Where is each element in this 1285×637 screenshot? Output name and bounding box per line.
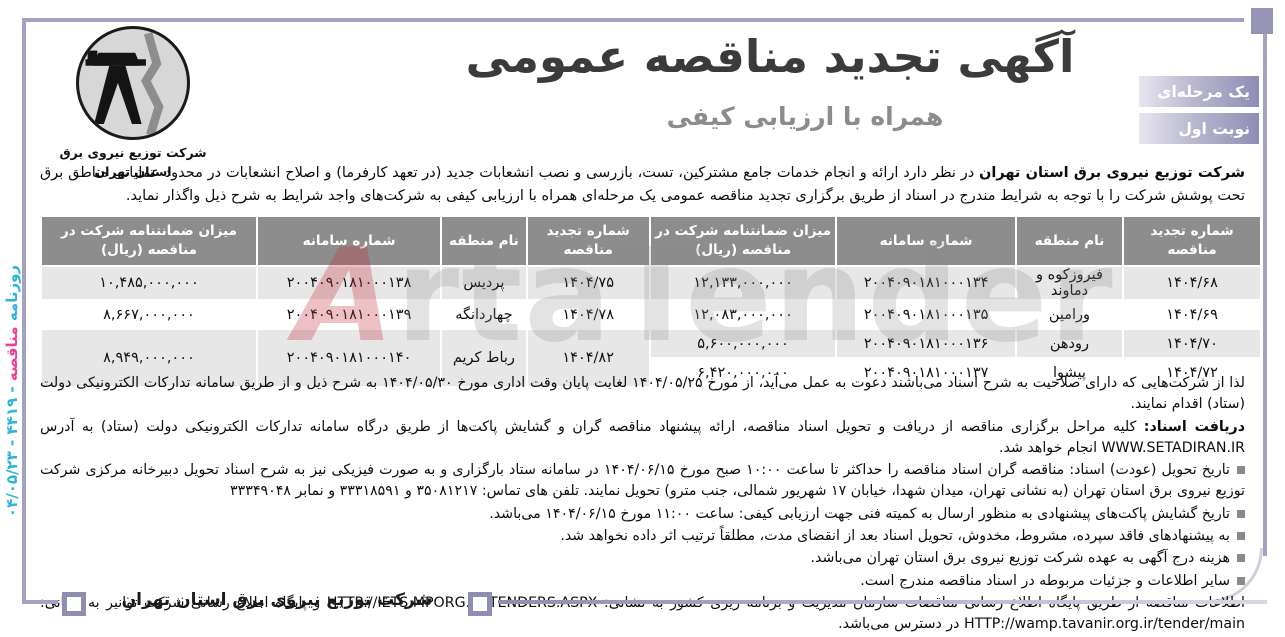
- tender-no: ۱۴۰۴/۷۰: [1122, 328, 1262, 359]
- table-row: ۱۴۰۴/۷۰ رودهن ۲۰۰۴۰۹۰۱۸۱۰۰۰۱۳۶ ۵,۶۰۰,۰۰۰…: [40, 328, 1262, 388]
- system-no: ۲۰۰۴۰۹۰۱۸۱۰۰۰۱۴۰: [255, 328, 443, 388]
- notice-item: هزینه درج آگهی به عهده شرکت توزیع نیروی …: [40, 548, 1245, 569]
- system-no: ۲۰۰۴۰۹۰۱۸۱۰۰۰۱۳۴: [835, 265, 1017, 301]
- system-no: ۲۰۰۴۰۹۰۱۸۱۰۰۰۱۳۹: [255, 299, 443, 330]
- frame-top-line: [22, 18, 1244, 22]
- guarantee: ۶,۴۲۰,۰۰۰,۰۰۰: [648, 357, 838, 388]
- region: رباط کریم: [440, 328, 528, 388]
- square-bullet-icon: [1237, 554, 1245, 563]
- tender-no: ۱۴۰۴/۷۵: [525, 265, 651, 301]
- col-region: نام منطقه: [1014, 215, 1125, 267]
- col-tender-no: شماره تجدید مناقصه: [1122, 215, 1262, 267]
- invitation-line: لذا از شرکت‌هایی که دارای صلاحیت به شرح …: [40, 373, 1245, 416]
- col-region: نام منطقه: [440, 215, 528, 267]
- tender-no: ۱۴۰۴/۶۸: [1122, 265, 1262, 301]
- docs-text: کلیه مراحل برگزاری مناقصه از دریافت و تح…: [40, 418, 1245, 456]
- intro-body: در نظر دارد ارائه و انجام خدمات جامع مشت…: [40, 165, 1245, 205]
- region: رودهن: [1014, 328, 1125, 359]
- frame-left-line: [22, 18, 26, 602]
- invitation-text: لذا از شرکت‌هایی که دارای صلاحیت به شرح …: [40, 375, 1245, 413]
- stage-badges: یک مرحله‌ای نوبت اول: [1139, 76, 1259, 150]
- notice-text: هزینه درج آگهی به عهده شرکت توزیع نیروی …: [810, 550, 1230, 567]
- notice-text: تاریخ گشایش پاکت‌های پیشنهادی به منظور ا…: [489, 505, 1230, 522]
- issue-number: ۴۴۱۹: [3, 397, 21, 435]
- footer-dash: [22, 600, 58, 604]
- region: چهاردانگه: [440, 299, 528, 330]
- document-receipt-line: دریافت اسناد: کلیه مراحل برگزاری مناقصه …: [40, 417, 1245, 460]
- badge-first-round: نوبت اول: [1139, 113, 1259, 144]
- notices-section: لذا از شرکت‌هایی که دارای صلاحیت به شرح …: [40, 373, 1245, 637]
- col-tender-no: شماره تجدید مناقصه: [525, 215, 651, 267]
- col-system-no: شماره سامانه: [835, 215, 1017, 267]
- system-no: ۲۰۰۴۰۹۰۱۸۱۰۰۰۱۳۸: [255, 265, 443, 301]
- logo-caption-line1: شرکت توزیع نیروی برق: [59, 145, 207, 160]
- notice-item: تاریخ تحویل (عودت) اسناد: مناقصه گران اس…: [40, 460, 1245, 503]
- system-no: ۲۰۰۴۰۹۰۱۸۱۰۰۰۱۳۷: [835, 357, 1017, 388]
- table-row: ۱۴۰۴/۶۸ فیروزکوه و دماوند ۲۰۰۴۰۹۰۱۸۱۰۰۰۱…: [40, 265, 1262, 301]
- separator: -: [3, 386, 21, 393]
- footer-company-name: شرکت توزیع نیروی برق استان تهران: [121, 590, 433, 610]
- separator: -: [3, 439, 21, 446]
- notice-text: به پیشنهادهای فاقد سپرده، مشروط، مخدوش، …: [560, 528, 1230, 545]
- intro-paragraph: شرکت توزیع نیروی برق استان تهران در نظر …: [40, 162, 1245, 209]
- square-bullet-icon: [1237, 576, 1245, 585]
- logo-caption: شرکت توزیع نیروی برق استان تهران: [56, 144, 210, 182]
- col-guarantee: میزان ضمانتنامه شرکت در مناقصه (ریال): [40, 215, 258, 267]
- notice-text: سایر اطلاعات و جزئیات مربوطه در اسناد من…: [860, 572, 1230, 589]
- square-bullet-icon: [1237, 466, 1245, 475]
- newspaper-edition-strip: روزنامه مناقصه - ۴۴۱۹ - ۰۴/۰۵/۲۳: [3, 223, 29, 559]
- guarantee: ۱۰,۴۸۵,۰۰۰,۰۰۰: [40, 265, 258, 301]
- square-bullet-icon: [1237, 509, 1245, 518]
- table-header-row: شماره تجدید مناقصه نام منطقه شماره سامان…: [40, 215, 1262, 267]
- footer: شرکت توزیع نیروی برق استان تهران: [22, 588, 1267, 620]
- logo-caption-line2: استان تهران: [94, 163, 172, 179]
- issue-date: ۰۴/۰۵/۲۳: [3, 451, 21, 518]
- tender-no: ۱۴۰۴/۶۹: [1122, 299, 1262, 330]
- notice-text: تاریخ تحویل (عودت) اسناد: مناقصه گران اس…: [40, 462, 1245, 500]
- notice-item: به پیشنهادهای فاقد سپرده، مشروط، مخدوش، …: [40, 526, 1245, 547]
- electric-pylon-lightning-icon: [76, 26, 190, 140]
- table-row: ۱۴۰۴/۶۹ ورامین ۲۰۰۴۰۹۰۱۸۱۰۰۰۱۳۵ ۱۲,۰۸۳,۰…: [40, 299, 1262, 330]
- company-logo: شرکت توزیع نیروی برق استان تهران: [56, 26, 210, 182]
- docs-label: دریافت اسناد:: [1143, 418, 1245, 435]
- region: ورامین: [1014, 299, 1125, 330]
- frame-right-line: [1263, 34, 1267, 556]
- ad-title: آگهی تجدید مناقصه عمومی: [465, 30, 1075, 83]
- notice-item: سایر اطلاعات و جزئیات مربوطه در اسناد من…: [40, 571, 1245, 592]
- footer-square-icon: [468, 592, 492, 616]
- col-guarantee: میزان ضمانتنامه شرکت در مناقصه (ریال): [648, 215, 838, 267]
- region: پردیس: [440, 265, 528, 301]
- tender-no: ۱۴۰۴/۸۲: [525, 328, 651, 388]
- col-system-no: شماره سامانه: [255, 215, 443, 267]
- tender-no: ۱۴۰۴/۷۸: [525, 299, 651, 330]
- newspaper-name: مناقصه: [3, 326, 21, 382]
- guarantee: ۸,۹۴۹,۰۰۰,۰۰۰: [40, 328, 258, 388]
- intro-lead: شرکت توزیع نیروی برق استان تهران: [978, 165, 1245, 181]
- square-bullet-icon: [1237, 532, 1245, 541]
- region: پیشوا: [1014, 357, 1125, 388]
- badge-one-stage: یک مرحله‌ای: [1139, 76, 1259, 107]
- region: فیروزکوه و دماوند: [1014, 265, 1125, 301]
- table-row: ۱۴۰۴/۷۲ پیشوا ۲۰۰۴۰۹۰۱۸۱۰۰۰۱۳۷ ۶,۴۲۰,۰۰۰…: [41, 357, 1262, 388]
- ad-subtitle: همراه با ارزیابی کیفی: [666, 102, 944, 131]
- guarantee: ۱۲,۰۸۳,۰۰۰,۰۰۰: [648, 299, 838, 330]
- newspaper-label: روزنامه: [3, 264, 21, 322]
- tender-no: ۱۴۰۴/۷۲: [1122, 357, 1262, 388]
- footer-square-icon: [62, 592, 86, 616]
- tender-table: شماره تجدید مناقصه نام منطقه شماره سامان…: [40, 215, 1262, 388]
- system-no: ۲۰۰۴۰۹۰۱۸۱۰۰۰۱۳۵: [835, 299, 1017, 330]
- system-no: ۲۰۰۴۰۹۰۱۸۱۰۰۰۱۳۶: [835, 328, 1017, 359]
- guarantee: ۵,۶۰۰,۰۰۰,۰۰۰: [648, 328, 838, 359]
- guarantee: ۱۲,۱۳۳,۰۰۰,۰۰۰: [648, 265, 838, 301]
- notice-item: تاریخ گشایش پاکت‌های پیشنهادی به منظور ا…: [40, 504, 1245, 525]
- frame-corner-square: [1251, 8, 1273, 34]
- guarantee: ۸,۶۶۷,۰۰۰,۰۰۰: [40, 299, 258, 330]
- footer-line: [498, 600, 1267, 604]
